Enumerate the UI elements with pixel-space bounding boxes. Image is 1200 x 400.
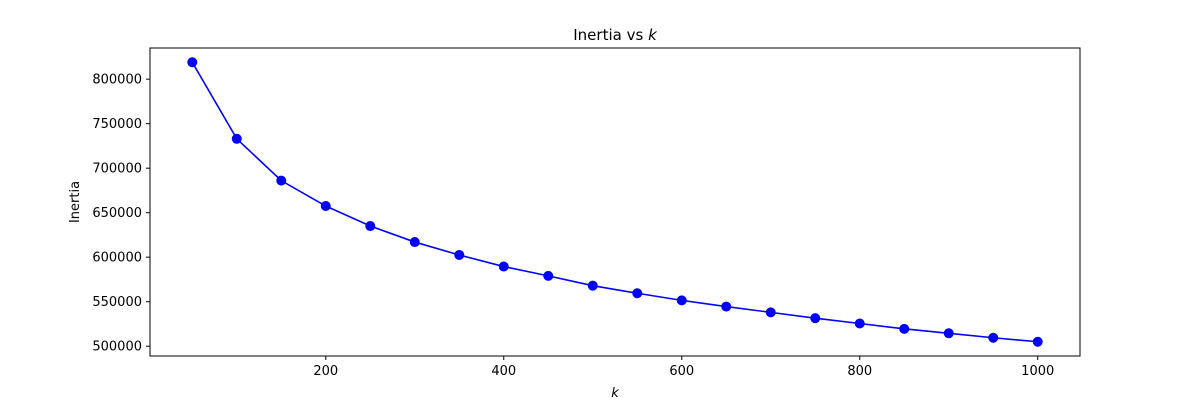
x-tick-label: 1000 xyxy=(1021,364,1054,379)
y-tick-label: 800000 xyxy=(92,73,142,88)
y-tick-label: 700000 xyxy=(92,162,142,177)
chart-title-var: k xyxy=(648,26,658,44)
y-tick-label: 500000 xyxy=(92,340,142,355)
y-tick-label: 750000 xyxy=(92,117,142,132)
data-point xyxy=(409,237,420,248)
x-tick-label: 400 xyxy=(491,364,516,379)
data-point xyxy=(498,261,509,272)
data-point xyxy=(276,175,287,186)
data-point xyxy=(721,301,732,312)
plot-frame xyxy=(149,47,1081,357)
series-line xyxy=(191,61,1038,343)
y-tick-label: 600000 xyxy=(92,251,142,266)
plot-area xyxy=(150,48,1080,356)
x-tick-label: 600 xyxy=(669,364,694,379)
data-point xyxy=(231,133,242,144)
data-point xyxy=(1032,336,1043,347)
chart-title: Inertia vs k xyxy=(573,26,658,44)
data-point xyxy=(810,313,821,324)
y-axis-label: Inertia xyxy=(68,181,83,223)
data-point xyxy=(943,328,954,339)
y-tick-label: 550000 xyxy=(92,295,142,310)
data-point xyxy=(988,332,999,343)
data-point xyxy=(854,318,865,329)
data-point xyxy=(187,57,198,68)
data-point xyxy=(365,221,376,232)
x-axis: 200 400 600 800 1000 xyxy=(313,356,1054,379)
data-point xyxy=(676,295,687,306)
x-axis-label: k xyxy=(611,386,619,400)
y-axis: 500000 550000 600000 650000 700000 750000 8000… xyxy=(92,73,150,355)
chart-title-text: Inertia vs xyxy=(573,26,643,44)
y-tick-label: 650000 xyxy=(92,206,142,221)
data-point xyxy=(765,307,776,318)
data-point xyxy=(899,323,910,334)
data-point xyxy=(587,280,598,291)
data-point xyxy=(543,270,554,281)
data-point xyxy=(632,288,643,299)
data-point xyxy=(320,201,331,212)
data-point xyxy=(454,249,465,260)
series-layer xyxy=(187,57,1043,347)
x-tick-label: 200 xyxy=(313,364,338,379)
x-tick-label: 800 xyxy=(847,364,872,379)
